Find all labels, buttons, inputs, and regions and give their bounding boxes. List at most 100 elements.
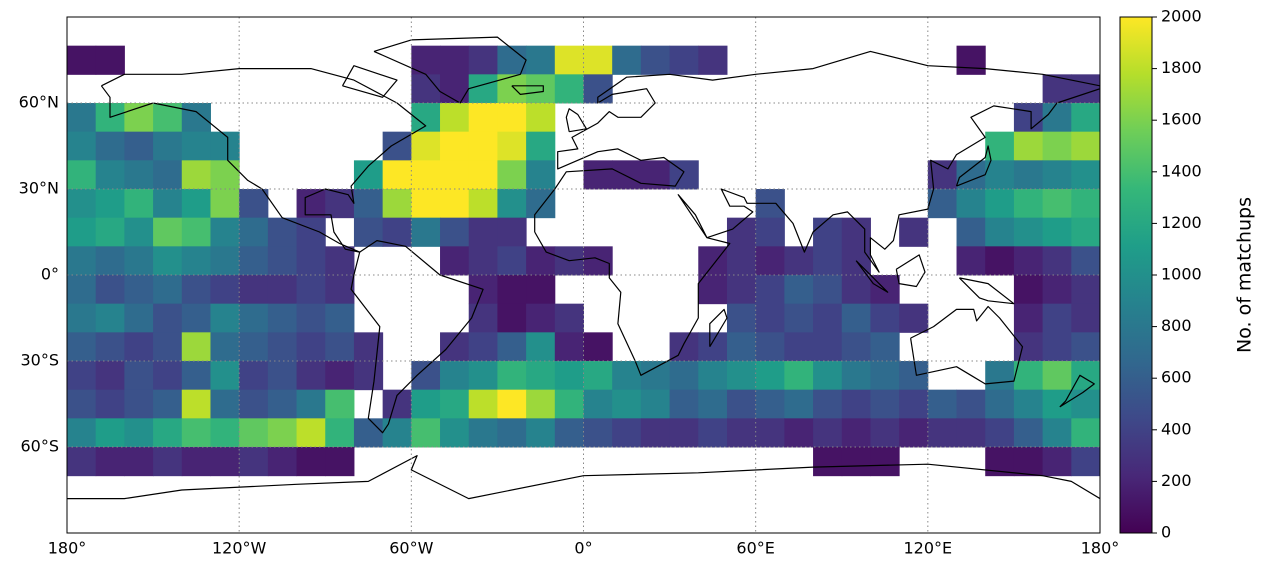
coastline [958, 277, 1015, 305]
colorbar-tick-label: 1800 [1161, 58, 1202, 77]
cell [210, 131, 240, 161]
colorbar-tick-label: 800 [1161, 316, 1192, 335]
cell [468, 103, 498, 133]
cell [1013, 131, 1044, 161]
cell [181, 246, 211, 276]
cell [698, 332, 728, 362]
cell [239, 217, 269, 247]
cell [583, 361, 613, 391]
cell [468, 332, 498, 362]
coastline [534, 50, 1100, 376]
cell [325, 389, 355, 419]
cell [239, 189, 269, 219]
cell [153, 131, 183, 161]
cell [124, 389, 154, 419]
cell [927, 389, 958, 419]
cell [267, 361, 298, 391]
cell [440, 418, 470, 448]
cell [124, 303, 154, 333]
cell [382, 217, 412, 247]
cell [440, 45, 470, 75]
cell [526, 45, 556, 75]
cell [210, 389, 240, 419]
cell [755, 389, 785, 419]
cell [67, 361, 97, 391]
cell [870, 447, 900, 477]
cell [1013, 246, 1044, 276]
cell [153, 361, 183, 391]
cell [353, 189, 384, 219]
cell [956, 189, 986, 219]
cell [1013, 389, 1044, 419]
cell [669, 389, 699, 419]
colorbar-label: No. of matchups [1234, 197, 1256, 353]
cell [210, 418, 240, 448]
cell [210, 160, 240, 190]
cell [1071, 189, 1101, 219]
cell [67, 131, 97, 161]
cell [153, 447, 183, 477]
cell [554, 332, 584, 362]
cell [497, 303, 527, 333]
cell [784, 418, 814, 448]
coastlines [67, 36, 1100, 500]
cell [411, 131, 441, 161]
cell [985, 160, 1015, 190]
cell [526, 160, 556, 190]
cell [1071, 303, 1101, 333]
cell [95, 217, 125, 247]
cell [784, 361, 814, 391]
coastline [855, 260, 889, 293]
cell [526, 332, 556, 362]
cell [755, 361, 785, 391]
cell [1042, 447, 1072, 477]
cell [784, 332, 814, 362]
cell [181, 189, 211, 219]
cell [1042, 160, 1072, 190]
cell [726, 418, 757, 448]
cell [440, 160, 470, 190]
cell [497, 189, 527, 219]
colorbar-tick-label: 0 [1161, 523, 1171, 542]
cell [1071, 217, 1101, 247]
cell [325, 332, 355, 362]
cell [325, 418, 355, 448]
colorbar-tick-label: 1200 [1161, 213, 1202, 232]
cell [583, 160, 613, 190]
cell [1071, 332, 1101, 362]
x-tick-label: 180° [48, 539, 87, 558]
cell [985, 361, 1015, 391]
cell [468, 45, 498, 75]
cell [124, 246, 154, 276]
cell [468, 361, 498, 391]
cell [497, 389, 527, 419]
cell [382, 160, 412, 190]
cell [813, 217, 843, 247]
cell [1042, 217, 1072, 247]
cell [612, 160, 642, 190]
cell [267, 389, 298, 419]
cell [985, 246, 1015, 276]
cell [95, 303, 125, 333]
cell [956, 418, 986, 448]
cell [985, 389, 1015, 419]
cell [468, 246, 498, 276]
cell [353, 217, 384, 247]
cell [1071, 275, 1101, 305]
cell [210, 189, 240, 219]
cell [726, 246, 757, 276]
cell [296, 332, 326, 362]
cell [554, 45, 584, 75]
cell [583, 332, 613, 362]
cell [1042, 389, 1072, 419]
cell [784, 303, 814, 333]
cell [440, 389, 470, 419]
cell [210, 246, 240, 276]
cell [1071, 246, 1101, 276]
cell [95, 389, 125, 419]
y-tick-label: 60°S [20, 437, 59, 456]
cell [1071, 361, 1101, 391]
cell [813, 418, 843, 448]
cell [325, 303, 355, 333]
